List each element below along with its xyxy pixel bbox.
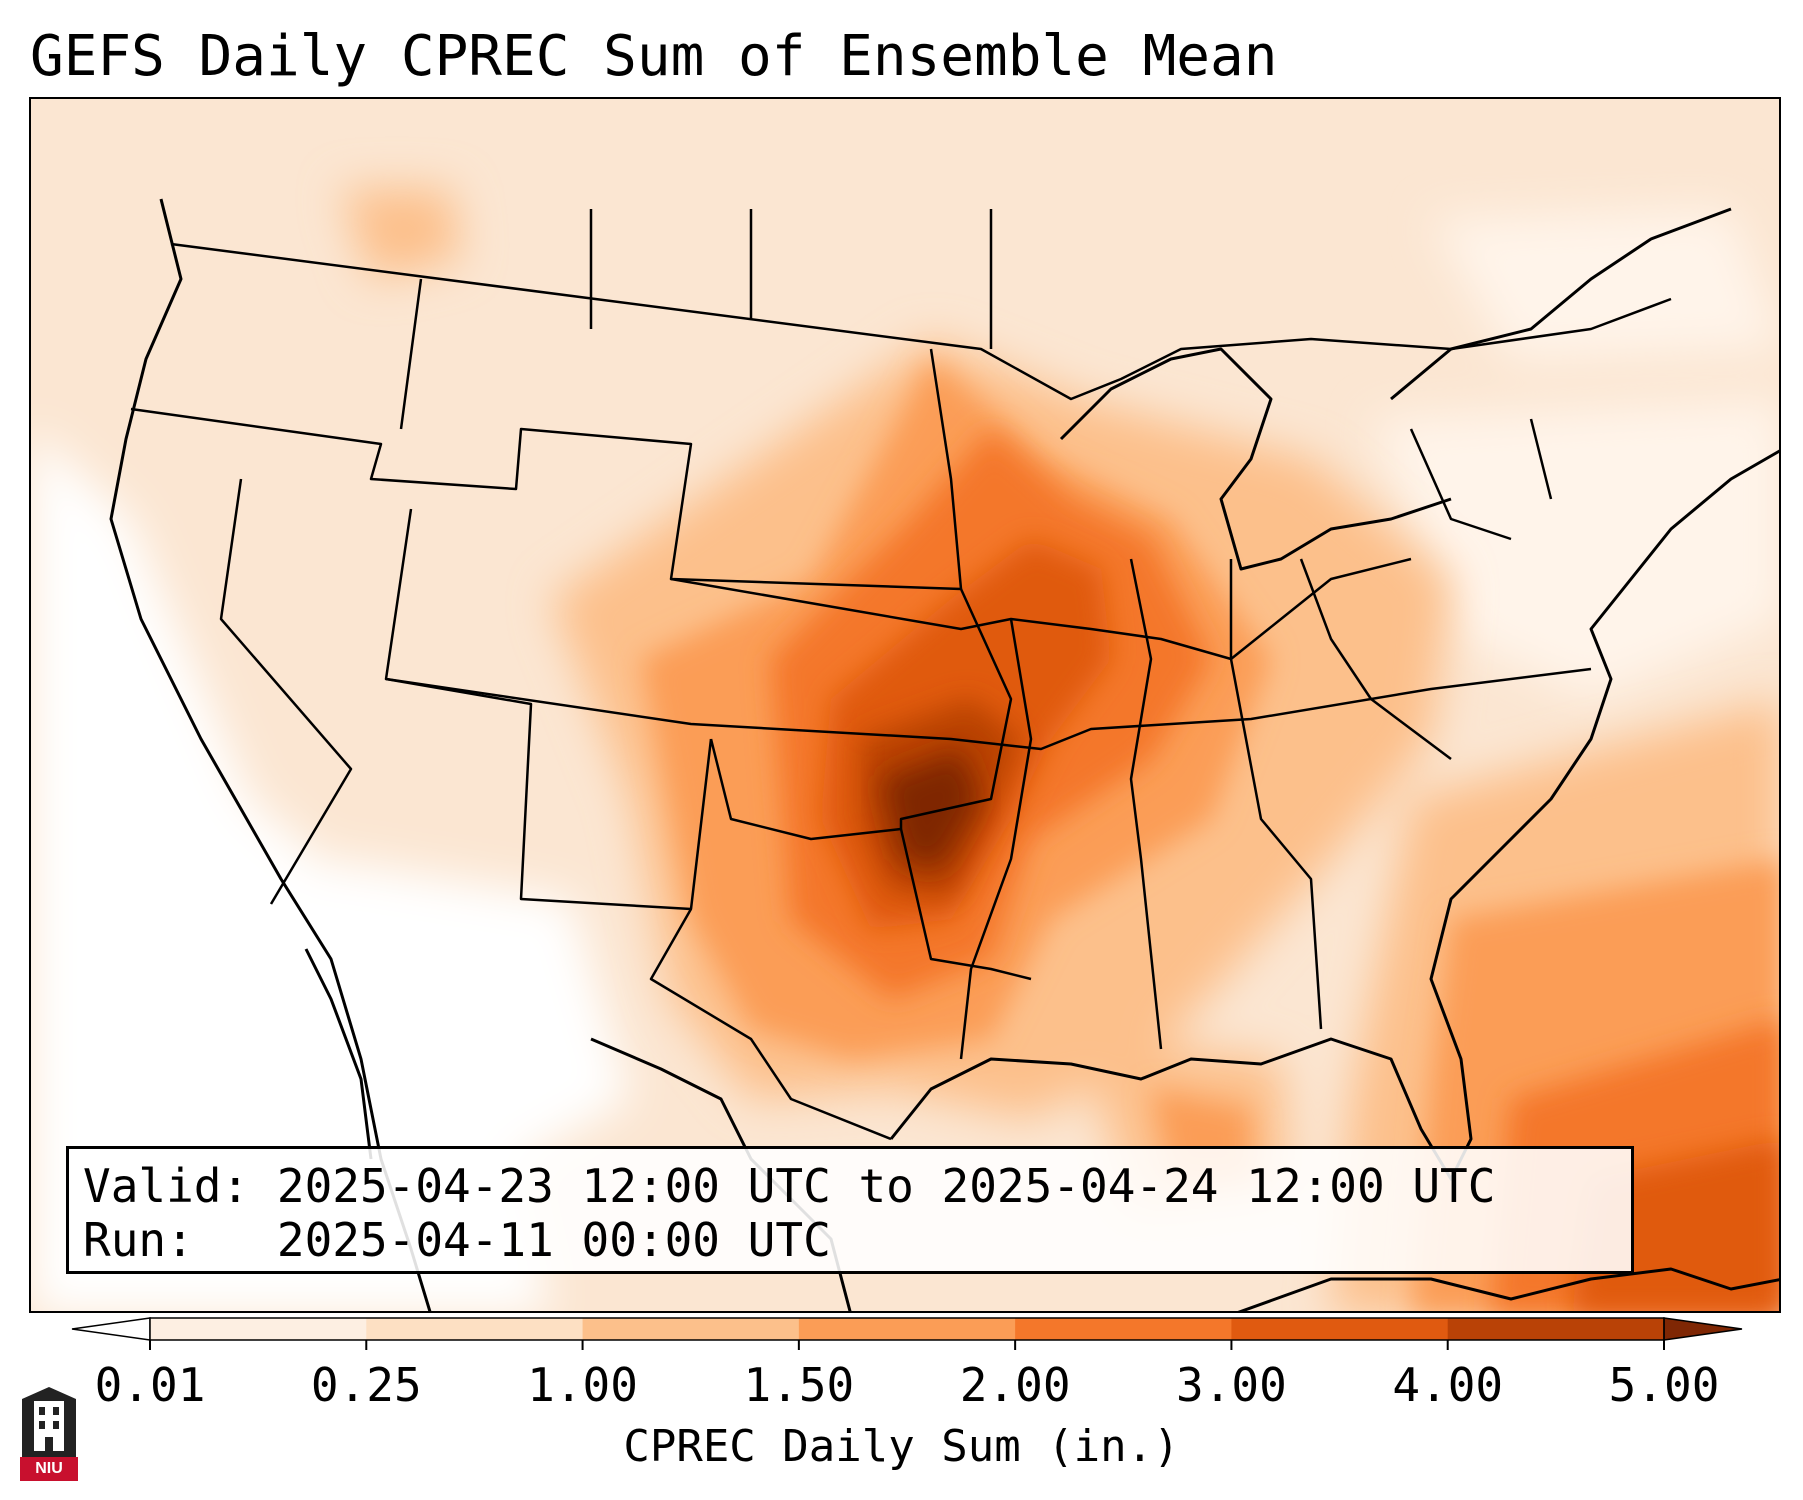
baja-coastline [304, 948, 373, 1160]
colorbar-swatches [71, 1317, 1743, 1341]
colorbar-tick-label: 0.01 [94, 1358, 206, 1412]
colorbar-over-extension [1663, 1317, 1743, 1341]
border-nevada-california [219, 478, 353, 905]
niu-logo: NIU [20, 1385, 78, 1481]
cuba-coastline [1237, 1267, 1779, 1311]
precip-zone-canada-light [1431, 209, 1779, 359]
border-minnesota [929, 348, 963, 590]
precip-zone-northeast-light [1371, 399, 1779, 699]
border-utah-arizona-newmexico [384, 508, 713, 911]
gulf-atlantic-coastline [889, 449, 1779, 1181]
logo-window-4 [53, 1421, 59, 1429]
map-panel [29, 97, 1781, 1313]
valid-value: 2025-04-23 12:00 UTC to 2025-04-24 12:00… [276, 1159, 1496, 1213]
colorbar-swatch [366, 1318, 584, 1340]
border-appalachia [1299, 558, 1452, 760]
run-label: Run: [83, 1213, 194, 1267]
colorbar-tick-label: 1.00 [527, 1358, 638, 1412]
logo-window-1 [39, 1407, 45, 1415]
precip-level-6 [881, 749, 981, 869]
logo-door [45, 1437, 53, 1451]
colorbar-tick-label: 4.00 [1392, 1358, 1504, 1412]
chart-title: GEFS Daily CPREC Sum of Ensemble Mean [30, 24, 1278, 89]
coastlines [109, 198, 1779, 1311]
precip-area-northwest-1-00 [341, 189, 461, 279]
precip-area-5-00 [881, 749, 981, 869]
border-northern-tier [130, 407, 1013, 829]
colorbar-swatch [150, 1318, 367, 1340]
border-arkansas-louisiana [899, 828, 1032, 981]
logo-text: NIU [20, 1457, 78, 1481]
colorbar-under-extension [71, 1317, 151, 1341]
border-montana [399, 209, 593, 430]
border-us-canada [170, 242, 1672, 401]
colorbar-tick-label: 1.50 [743, 1358, 855, 1412]
border-indiana-alabama [1129, 558, 1163, 1050]
precip-zone-southwest-dry [331, 859, 631, 1179]
colorbar-label: CPREC Daily Sum (in.) [623, 1421, 1180, 1472]
border-new-england [1409, 418, 1553, 541]
colorbar-swatch [1231, 1318, 1449, 1340]
colorbar-tick-label: 0.25 [310, 1358, 422, 1412]
border-texas-south [649, 908, 892, 1141]
border-dakotas [749, 209, 993, 349]
colorbar-swatch [1447, 1318, 1665, 1340]
state-borders [130, 209, 1672, 1141]
niu-tower-icon [22, 1387, 76, 1459]
border-mississippi-river [959, 618, 1033, 1060]
st-lawrence-outline [1390, 207, 1732, 401]
logo-window-2 [53, 1407, 59, 1415]
border-36-parallel [385, 667, 1592, 751]
border-ohio-georgia [1229, 559, 1323, 1030]
valid-label: Valid: [83, 1159, 250, 1213]
validity-info-box: Valid: 2025-04-23 12:00 UTC to 2025-04-2… [66, 1146, 1634, 1274]
colorbar-swatch [798, 1318, 1016, 1340]
colorbar [71, 1317, 1743, 1350]
colorbar-swatch [1015, 1318, 1232, 1340]
pacific-coastline [109, 198, 432, 1311]
great-lakes-outline [1059, 347, 1452, 571]
colorbar-swatch [582, 1318, 800, 1340]
colorbar-tick-label: 2.00 [959, 1358, 1071, 1412]
precip-map [31, 99, 1779, 1311]
logo-window-3 [39, 1421, 45, 1429]
colorbar-tick-label: 3.00 [1176, 1358, 1287, 1412]
colorbar-frame [149, 1317, 1665, 1341]
run-value: 2025-04-11 00:00 UTC [276, 1213, 831, 1267]
colorbar-ticks [149, 1340, 1665, 1350]
border-texas-north [709, 738, 902, 841]
colorbar-tick-label: 5.00 [1608, 1358, 1720, 1412]
